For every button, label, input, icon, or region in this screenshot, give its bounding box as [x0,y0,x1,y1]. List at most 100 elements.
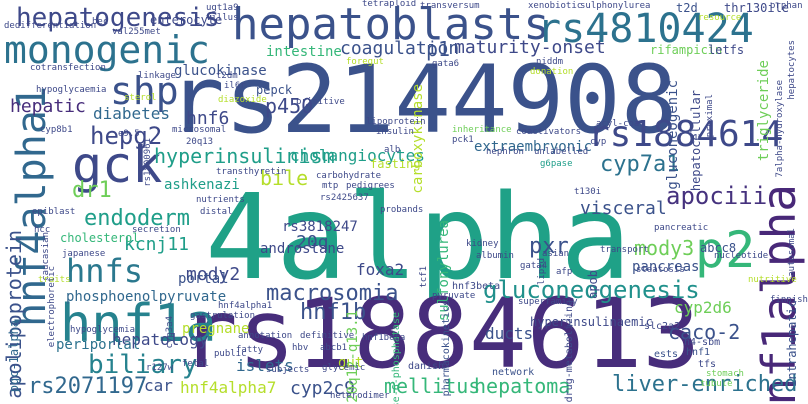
word-dr1: dr1 [72,178,112,203]
word-pharmacokinetics: pharmacokinetics [441,300,452,397]
word-hepatic: hepatic [10,96,86,117]
word-apociii: apociii [666,182,768,210]
word-traits: traits [38,275,71,285]
word-cholangiocytes: cholangiocytes [290,146,425,165]
word-electrophoretic: electrophoretic [47,266,57,348]
word-intrahepatic: intrahepatic [785,300,799,387]
word-asian: asian [542,249,570,259]
word-islets: islets [236,356,294,375]
word-lipid: lipid [537,258,547,286]
word-hyperinsulinism: hyperinsulinism [154,144,335,168]
word-4alpha: 4alpha [205,168,632,306]
word-gluconeogenic: gluconeogenic [665,80,681,190]
word-t2dm: t2dm [216,71,238,81]
word-fasting: fasting [370,157,421,171]
word-tetraploid: tetraploid [362,0,417,9]
word-cotransfection: cotransfection [30,63,106,73]
word-unlabelled: unlabelled [534,147,589,157]
word-resource: resource [698,13,742,23]
word-glycemic: glycemic [322,363,366,373]
word-rifampicin: rifampicin [650,43,723,57]
word-gck: gck [72,136,163,194]
word-fetal: fetal [182,359,210,369]
word-hnf4alpha7: hnf4alpha7 [180,378,277,397]
word-maturity-onset: maturity-onset [454,37,606,58]
word-pedigrees: pedigrees [346,181,395,191]
word-rs2144908: rs2144908 [168,46,678,155]
word-heterodimer: heterodimer [330,391,390,401]
word-phosphoenolpyruvate: phosphoenolpyruvate [66,289,227,305]
word-acyl-coa: acyl-coa [596,119,640,129]
word-japanese: japanese [62,249,106,259]
word-pyruvate: pyruvate [432,291,476,301]
word-val255met: val255met [112,27,161,37]
word-ests: ests [654,349,679,360]
word-macrosomia: macrosomia [266,281,399,306]
word-sterol: sterol [124,93,157,103]
word-stomach: stomach [706,369,744,379]
word-albumin: albumin [476,251,514,261]
word-g6pase: g6pase [540,159,573,169]
word-fatty: fatty [236,345,264,355]
word-bec: bec [92,17,109,27]
word-triglyceride: triglyceride [756,60,772,162]
word-coactivators: coactivators [516,127,582,137]
word-hepatoma: hepatoma [474,374,571,398]
word-rs3818247: rs3818247 [282,219,358,235]
word-h4-sbm: h4-sbm [684,337,721,348]
word-hepatogenesis: hepatogenesis [16,3,220,33]
word-public: public [214,349,247,359]
word-hepatology: hepatology [112,330,209,349]
word-definitive: definitive [300,331,355,341]
word-hnf6: hnf6 [186,108,230,129]
word-hepg2: hepg2 [90,122,163,150]
word-mellitus: mellitus [384,374,481,398]
word-afp: afp [556,267,573,277]
word-nephron: nephron [486,147,524,157]
word-rs2071197: rs2071197 [28,374,148,399]
word-androstane: androstane [260,241,345,257]
word-finnish: finnish [770,295,808,305]
word-ashkenazi: ashkenazi [164,177,240,193]
word-p450: p450 [265,94,314,118]
word-cyp2c9: cyp2c9 [290,378,356,399]
word-diabetes: diabetes [93,104,171,123]
word-apob: apob [586,270,600,299]
word-hnf1a: hnf1a [60,294,217,354]
word-hypoglycaemia: hypoglycaemia [36,85,107,95]
word-cholesterol: cholesterol [60,231,140,245]
word-hbv: hbv [292,343,309,353]
word-niddm: niddm [536,57,564,67]
word-rs1800961: rs1800961 [143,138,153,187]
word-e9.5: e9.5 [118,129,140,139]
word-glucose-6-phosphatase: glucose-6-phosphatase [391,312,402,404]
word-foxa2: foxa2 [356,260,405,279]
word-pxr: pxr [529,234,569,259]
word-distal: distal [200,207,233,217]
word-t130i: t130i [574,187,602,197]
word-20q13: 20q13 [186,137,214,147]
word-orphan: orphan [770,1,803,11]
word-gut: gut [338,355,364,371]
word-letfs: letfs [708,43,745,57]
word-diazoxide: diazoxide [218,95,267,105]
word-nucleotide: nucleotide [714,251,769,261]
word-hnf1b: hnf1b [300,300,367,325]
word-xenobiotic: xenobiotic [528,1,583,11]
word-transthyretin: transthyretin [216,167,287,177]
word-gluconeogenesis: gluconeogenesis [483,276,700,304]
word-sulphonylurea: sulphonylurea [580,1,651,11]
word-20q: 20q [296,232,329,253]
word-drug-metabolizing: drug-metabolizing [564,300,575,403]
word-hcc: hcc [34,225,51,235]
word-caco-2: caco-2 [668,320,741,344]
word-enterocyte: enterocyte [150,13,223,27]
word-pgc-1alpha: pgc-1alpha [7,320,21,393]
word-probands: probands [380,205,424,215]
word-hnf1beta: hnf1beta [362,333,406,343]
word-autosomal: autosomal [787,228,797,277]
word-ugt1a9: ugt1a9 [206,3,239,13]
word-cyp8b1: cyp8b1 [40,125,73,135]
word-hepatocytes: hepatocytes [787,40,797,100]
word-inheritance: inheritance [452,125,512,135]
